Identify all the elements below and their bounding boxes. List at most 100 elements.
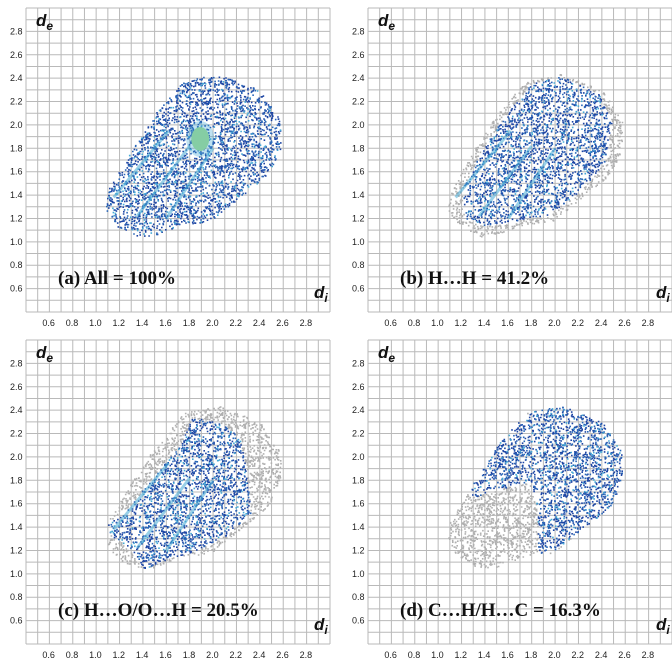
panel-caption: (a) All = 100%	[58, 268, 176, 289]
background-points	[448, 74, 624, 238]
y-tick-label: 1.0	[10, 569, 23, 579]
x-tick-label: 2.8	[642, 318, 655, 328]
panel-caption: (d) C…H/H…C = 16.3%	[400, 600, 601, 621]
y-tick-label: 0.6	[10, 284, 23, 294]
x-tick-label: 2.4	[253, 318, 266, 328]
x-tick-label: 1.4	[136, 650, 149, 660]
x-tick-label: 1.8	[525, 650, 538, 660]
y-tick-label: 2.6	[10, 50, 23, 60]
x-tick-label: 1.6	[501, 318, 514, 328]
y-tick-label: 1.6	[10, 167, 23, 177]
x-axis-label: di	[314, 615, 328, 637]
y-tick-labels: 0.6 0.8 1.0 1.2 1.4 1.6 1.8 2.0 2.2 2.4 2.6 2.8	[352, 26, 365, 293]
panel-caption: (c) H…O/O…H = 20.5%	[58, 600, 259, 621]
spike-1	[477, 145, 533, 218]
x-axis-label: di	[656, 283, 670, 305]
x-tick-label: 1.6	[501, 650, 514, 660]
hotspot-halo	[186, 120, 215, 157]
y-tick-label: 1.6	[10, 499, 23, 509]
y-tick-label: 1.2	[352, 213, 365, 223]
y-tick-label: 2.2	[352, 97, 365, 107]
spike-2	[507, 147, 557, 220]
contact-points-mid	[463, 77, 611, 226]
y-tick-label: 1.2	[352, 545, 365, 555]
x-tick-label: 2.6	[276, 650, 289, 660]
x-tick-label: 2.2	[229, 318, 242, 328]
y-tick-label: 1.2	[10, 213, 23, 223]
grid	[367, 339, 672, 645]
hotspot	[191, 126, 210, 151]
y-tick-label: 2.0	[10, 452, 23, 462]
contact-points-low	[108, 418, 252, 569]
contact-points-high	[108, 81, 282, 235]
contact-points-mid	[106, 76, 281, 236]
panel-caption: (b) H…H = 41.2%	[400, 268, 549, 289]
y-axis-label: de	[378, 11, 395, 33]
spike-1	[135, 145, 191, 218]
y-tick-label: 2.0	[352, 120, 365, 130]
x-tick-label: 1.2	[113, 318, 126, 328]
x-tick-label: 2.2	[571, 318, 584, 328]
x-tick-label: 1.4	[478, 318, 491, 328]
y-tick-label: 2.6	[352, 382, 365, 392]
y-tick-label: 2.0	[10, 120, 23, 130]
x-tick-label: 2.4	[595, 318, 608, 328]
x-tick-labels: 0.6 0.8 1.0 1.2 1.4 1.6 1.8 2.0 2.2 2.4 2.6 2.8	[42, 318, 312, 328]
x-tick-label: 0.8	[408, 318, 421, 328]
x-tick-label: 2.0	[206, 650, 219, 660]
x-tick-label: 1.4	[136, 318, 149, 328]
spike-0	[112, 129, 170, 199]
x-tick-label: 2.2	[229, 650, 242, 660]
y-tick-label: 1.4	[352, 522, 365, 532]
y-tick-label: 1.2	[10, 545, 23, 555]
y-tick-label: 0.8	[352, 592, 365, 602]
y-tick-label: 2.4	[10, 405, 23, 415]
x-tick-label: 1.0	[89, 318, 102, 328]
y-tick-label: 1.4	[352, 190, 365, 200]
contact-points-mid	[473, 406, 623, 554]
x-tick-label: 2.8	[300, 318, 313, 328]
spike-features	[112, 461, 215, 552]
point-cloud	[448, 74, 624, 238]
x-tick-label: 2.2	[571, 650, 584, 660]
y-tick-label: 2.4	[352, 405, 365, 415]
y-tick-label: 0.6	[10, 616, 23, 626]
y-tick-label: 0.6	[352, 284, 365, 294]
x-tick-label: 0.8	[66, 650, 79, 660]
panel-a: 0.60.81.01.21.41.61.82.02.22.42.62.80.6 0…	[10, 7, 331, 328]
y-tick-label: 2.8	[10, 358, 23, 368]
x-tick-label: 1.8	[183, 318, 196, 328]
spike-2	[165, 147, 215, 220]
x-tick-label: 2.6	[276, 318, 289, 328]
x-tick-label: 2.6	[618, 650, 631, 660]
spike-0	[112, 461, 170, 531]
y-tick-label: 1.8	[10, 143, 23, 153]
point-cloud	[107, 406, 282, 569]
y-tick-labels: 0.6 0.8 1.0 1.2 1.4 1.6 1.8 2.0 2.2 2.4 2.6 2.8	[10, 26, 23, 293]
x-tick-label: 0.6	[42, 650, 55, 660]
y-tick-label: 1.0	[10, 237, 23, 247]
x-tick-label: 2.4	[595, 650, 608, 660]
x-tick-label: 1.6	[159, 318, 172, 328]
y-tick-label: 0.8	[352, 260, 365, 270]
x-tick-label: 1.0	[431, 318, 444, 328]
x-tick-label: 2.6	[618, 318, 631, 328]
x-tick-label: 2.8	[300, 650, 313, 660]
y-tick-label: 1.8	[352, 143, 365, 153]
contact-points-low	[106, 76, 282, 237]
background-points	[448, 412, 572, 569]
x-tick-label: 1.0	[89, 650, 102, 660]
spike-1	[135, 477, 191, 550]
x-tick-label: 0.6	[384, 318, 397, 328]
y-tick-label: 2.2	[10, 429, 23, 439]
spike-features	[112, 129, 215, 220]
x-tick-label: 1.0	[431, 650, 444, 660]
spike-0	[454, 129, 512, 199]
point-cloud	[106, 76, 282, 237]
panel-b: 0.6 0.8 1.0 1.2 1.4 1.6 1.8 2.0 2.2 2.4 2.6 2.8 0.6 0…	[352, 7, 672, 328]
y-tick-label: 0.8	[10, 260, 23, 270]
x-tick-labels: 0.6 0.8 1.0 1.2 1.4 1.6 1.8 2.0 2.2 2.4 2.6 2.8	[384, 318, 654, 328]
y-tick-label: 1.6	[352, 167, 365, 177]
x-tick-label: 0.8	[66, 318, 79, 328]
